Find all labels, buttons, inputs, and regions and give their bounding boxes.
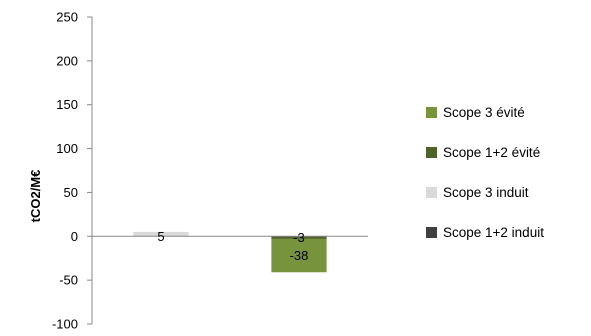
y-axis-title: tCO2/M€ (28, 170, 43, 223)
y-tick-label: 150 (56, 97, 78, 112)
y-tick-label: -100 (52, 317, 78, 332)
data-label: 5 (157, 229, 164, 244)
legend-swatch (426, 147, 437, 158)
y-tick-label: 250 (56, 10, 78, 25)
y-tick-label: -50 (59, 273, 78, 288)
legend-swatch (426, 187, 437, 198)
bar (133, 231, 189, 237)
legend-label: Scope 3 induit (443, 185, 529, 200)
bar (271, 238, 327, 273)
y-tick-label: 0 (71, 229, 78, 244)
bar (271, 236, 327, 239)
data-label: -38 (290, 248, 309, 263)
y-tick-label: 50 (64, 185, 78, 200)
y-tick-label: 200 (56, 53, 78, 68)
legend-label: Scope 1+2 induit (443, 225, 544, 240)
data-label: -3 (293, 230, 305, 245)
legend-swatch (426, 107, 437, 118)
y-tick-label: 100 (56, 141, 78, 156)
legend-label: Scope 1+2 évité (443, 145, 540, 160)
legend-label: Scope 3 évité (443, 105, 525, 120)
legend-swatch (426, 227, 437, 238)
